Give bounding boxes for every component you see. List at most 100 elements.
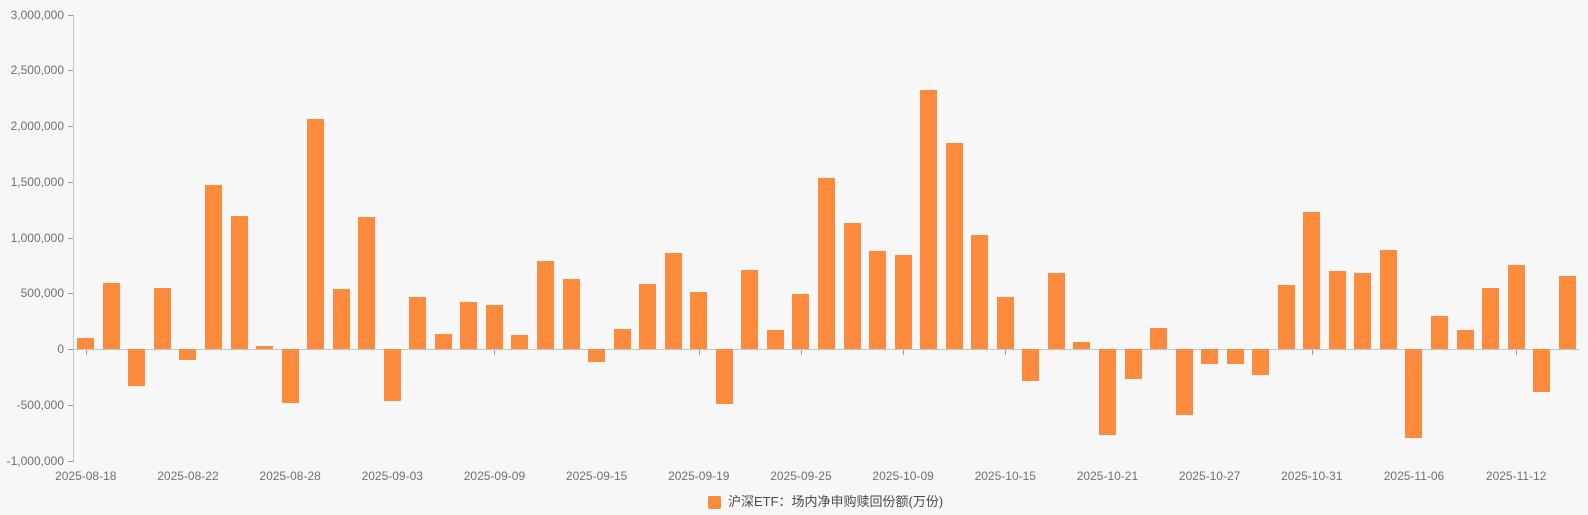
bar[interactable]: [537, 260, 555, 349]
bar[interactable]: [332, 289, 350, 349]
bar[interactable]: [485, 304, 503, 349]
bar[interactable]: [102, 283, 120, 349]
bar[interactable]: [894, 254, 912, 349]
x-axis-tick: [494, 350, 496, 355]
y-axis-tick: [68, 14, 73, 16]
y-axis-tick: [68, 404, 73, 406]
bar[interactable]: [639, 283, 657, 349]
bar[interactable]: [1047, 272, 1065, 349]
bar[interactable]: [511, 334, 529, 349]
bar[interactable]: [664, 253, 682, 349]
x-axis-label: 2025-09-19: [668, 469, 730, 483]
x-axis-label: 2025-09-25: [770, 469, 832, 483]
y-axis-line: [73, 14, 74, 462]
bar[interactable]: [1277, 285, 1295, 349]
bar[interactable]: [588, 349, 606, 362]
bar[interactable]: [204, 185, 222, 349]
legend-swatch-icon: [708, 495, 721, 509]
y-axis-label: -1,000,000: [6, 453, 64, 468]
x-axis-tick: [187, 350, 189, 355]
bar[interactable]: [460, 302, 478, 349]
bar[interactable]: [230, 216, 248, 349]
y-axis-tick: [68, 237, 73, 239]
bar[interactable]: [1175, 349, 1193, 415]
y-axis-label: 1,000,000: [10, 230, 64, 245]
y-axis-tick: [68, 293, 73, 295]
x-axis-label: 2025-08-22: [157, 469, 219, 483]
x-axis-label: 2025-09-03: [361, 469, 423, 483]
bar[interactable]: [920, 89, 938, 349]
x-axis-label: 2025-10-15: [974, 469, 1036, 483]
legend-label: 沪深ETF：场内净申购赎回份额(万份): [728, 494, 944, 509]
y-axis-label: 1,500,000: [10, 174, 64, 189]
bar[interactable]: [1405, 349, 1423, 438]
bar[interactable]: [741, 270, 759, 349]
bar[interactable]: [1098, 349, 1116, 436]
y-axis-label: 2,500,000: [10, 63, 64, 78]
x-axis-tick: [290, 350, 292, 355]
bar[interactable]: [1456, 330, 1474, 349]
bar[interactable]: [945, 143, 963, 349]
bar[interactable]: [1150, 327, 1168, 349]
x-axis-label: 2025-10-09: [872, 469, 934, 483]
y-axis-tick: [68, 70, 73, 72]
bar[interactable]: [153, 288, 171, 349]
y-axis-label: -500,000: [16, 397, 64, 412]
x-axis-label: 2025-10-27: [1178, 469, 1241, 483]
y-axis-label: 0: [57, 342, 64, 356]
bar[interactable]: [869, 250, 887, 349]
bar[interactable]: [1507, 264, 1525, 349]
bar[interactable]: [128, 349, 146, 386]
bar[interactable]: [77, 337, 95, 349]
x-axis-label: 2025-09-09: [463, 469, 526, 483]
bar[interactable]: [971, 235, 989, 349]
bar[interactable]: [1022, 349, 1040, 382]
bar[interactable]: [1533, 349, 1551, 393]
x-axis-tick: [392, 350, 394, 355]
legend-item[interactable]: 沪深ETF：场内净申购赎回份额(万份): [708, 494, 943, 510]
bar[interactable]: [1252, 349, 1270, 376]
bar[interactable]: [1431, 316, 1449, 349]
bar[interactable]: [843, 223, 861, 349]
bar[interactable]: [1328, 270, 1346, 349]
bar[interactable]: [307, 119, 325, 349]
bar[interactable]: [256, 346, 274, 349]
bar[interactable]: [715, 349, 733, 404]
y-axis-tick: [68, 126, 73, 127]
bar[interactable]: [1354, 273, 1372, 349]
bar[interactable]: [1124, 349, 1142, 380]
bar[interactable]: [1226, 349, 1244, 365]
bar[interactable]: [1558, 275, 1576, 349]
bar[interactable]: [358, 216, 376, 349]
bar[interactable]: [818, 177, 835, 349]
bar[interactable]: [1073, 341, 1091, 349]
x-axis-tick: [903, 350, 905, 355]
x-axis-tick: [1107, 350, 1109, 355]
bar[interactable]: [1201, 349, 1219, 365]
bar[interactable]: [1303, 211, 1321, 349]
bar[interactable]: [766, 330, 784, 349]
bar[interactable]: [792, 294, 810, 349]
y-axis-tick: [68, 349, 73, 350]
bar[interactable]: [1379, 250, 1397, 349]
bar[interactable]: [996, 296, 1014, 349]
x-axis-zero-line: [73, 349, 1580, 350]
x-axis-label: 2025-11-06: [1383, 469, 1445, 483]
y-axis-label: 500,000: [20, 286, 64, 301]
y-axis-label: 3,000,000: [10, 7, 64, 22]
bar[interactable]: [409, 296, 427, 349]
x-axis-tick: [698, 350, 700, 355]
x-axis-tick: [1209, 350, 1211, 355]
bar[interactable]: [383, 349, 401, 402]
x-axis-tick: [85, 350, 87, 355]
bar[interactable]: [434, 333, 452, 349]
bar[interactable]: [281, 349, 299, 404]
bar[interactable]: [562, 279, 580, 349]
x-axis-label: 2025-11-12: [1485, 469, 1547, 483]
bar[interactable]: [690, 291, 708, 349]
bar[interactable]: [1482, 287, 1500, 349]
x-axis-label: 2025-09-15: [565, 469, 628, 483]
y-axis-tick: [68, 181, 73, 183]
bar[interactable]: [613, 328, 631, 349]
